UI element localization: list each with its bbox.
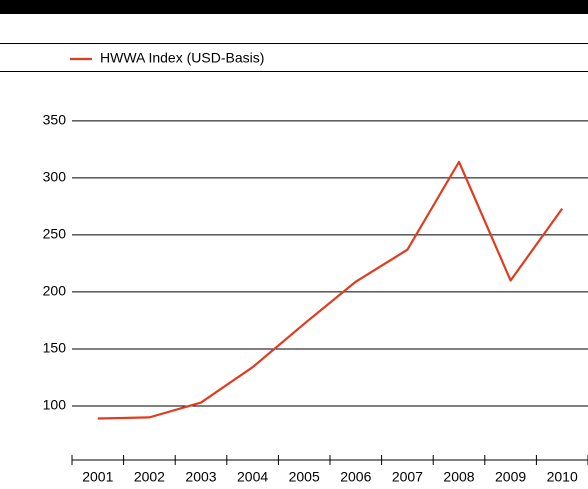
- y-tick-label: 100: [43, 397, 67, 413]
- top-bar: [0, 0, 588, 14]
- x-tick-label: 2009: [495, 469, 526, 485]
- x-tick-label: 2003: [185, 469, 216, 485]
- y-tick-label: 200: [43, 283, 67, 299]
- x-tick-label: 2004: [237, 469, 268, 485]
- legend-label: HWWA Index (USD-Basis): [100, 50, 264, 66]
- y-tick-label: 250: [43, 226, 67, 242]
- x-tick-label: 2005: [289, 469, 320, 485]
- x-tick-label: 2001: [82, 469, 113, 485]
- y-tick-label: 300: [43, 169, 67, 185]
- series-line: [97, 160, 564, 420]
- y-tick-label: 150: [43, 340, 67, 356]
- x-tick-label: 2002: [134, 469, 165, 485]
- x-tick-label: 2007: [392, 469, 423, 485]
- x-tick-label: 2008: [443, 469, 474, 485]
- x-tick-label: 2010: [547, 469, 578, 485]
- y-tick-label: 350: [43, 112, 67, 128]
- x-tick-label: 2006: [340, 469, 371, 485]
